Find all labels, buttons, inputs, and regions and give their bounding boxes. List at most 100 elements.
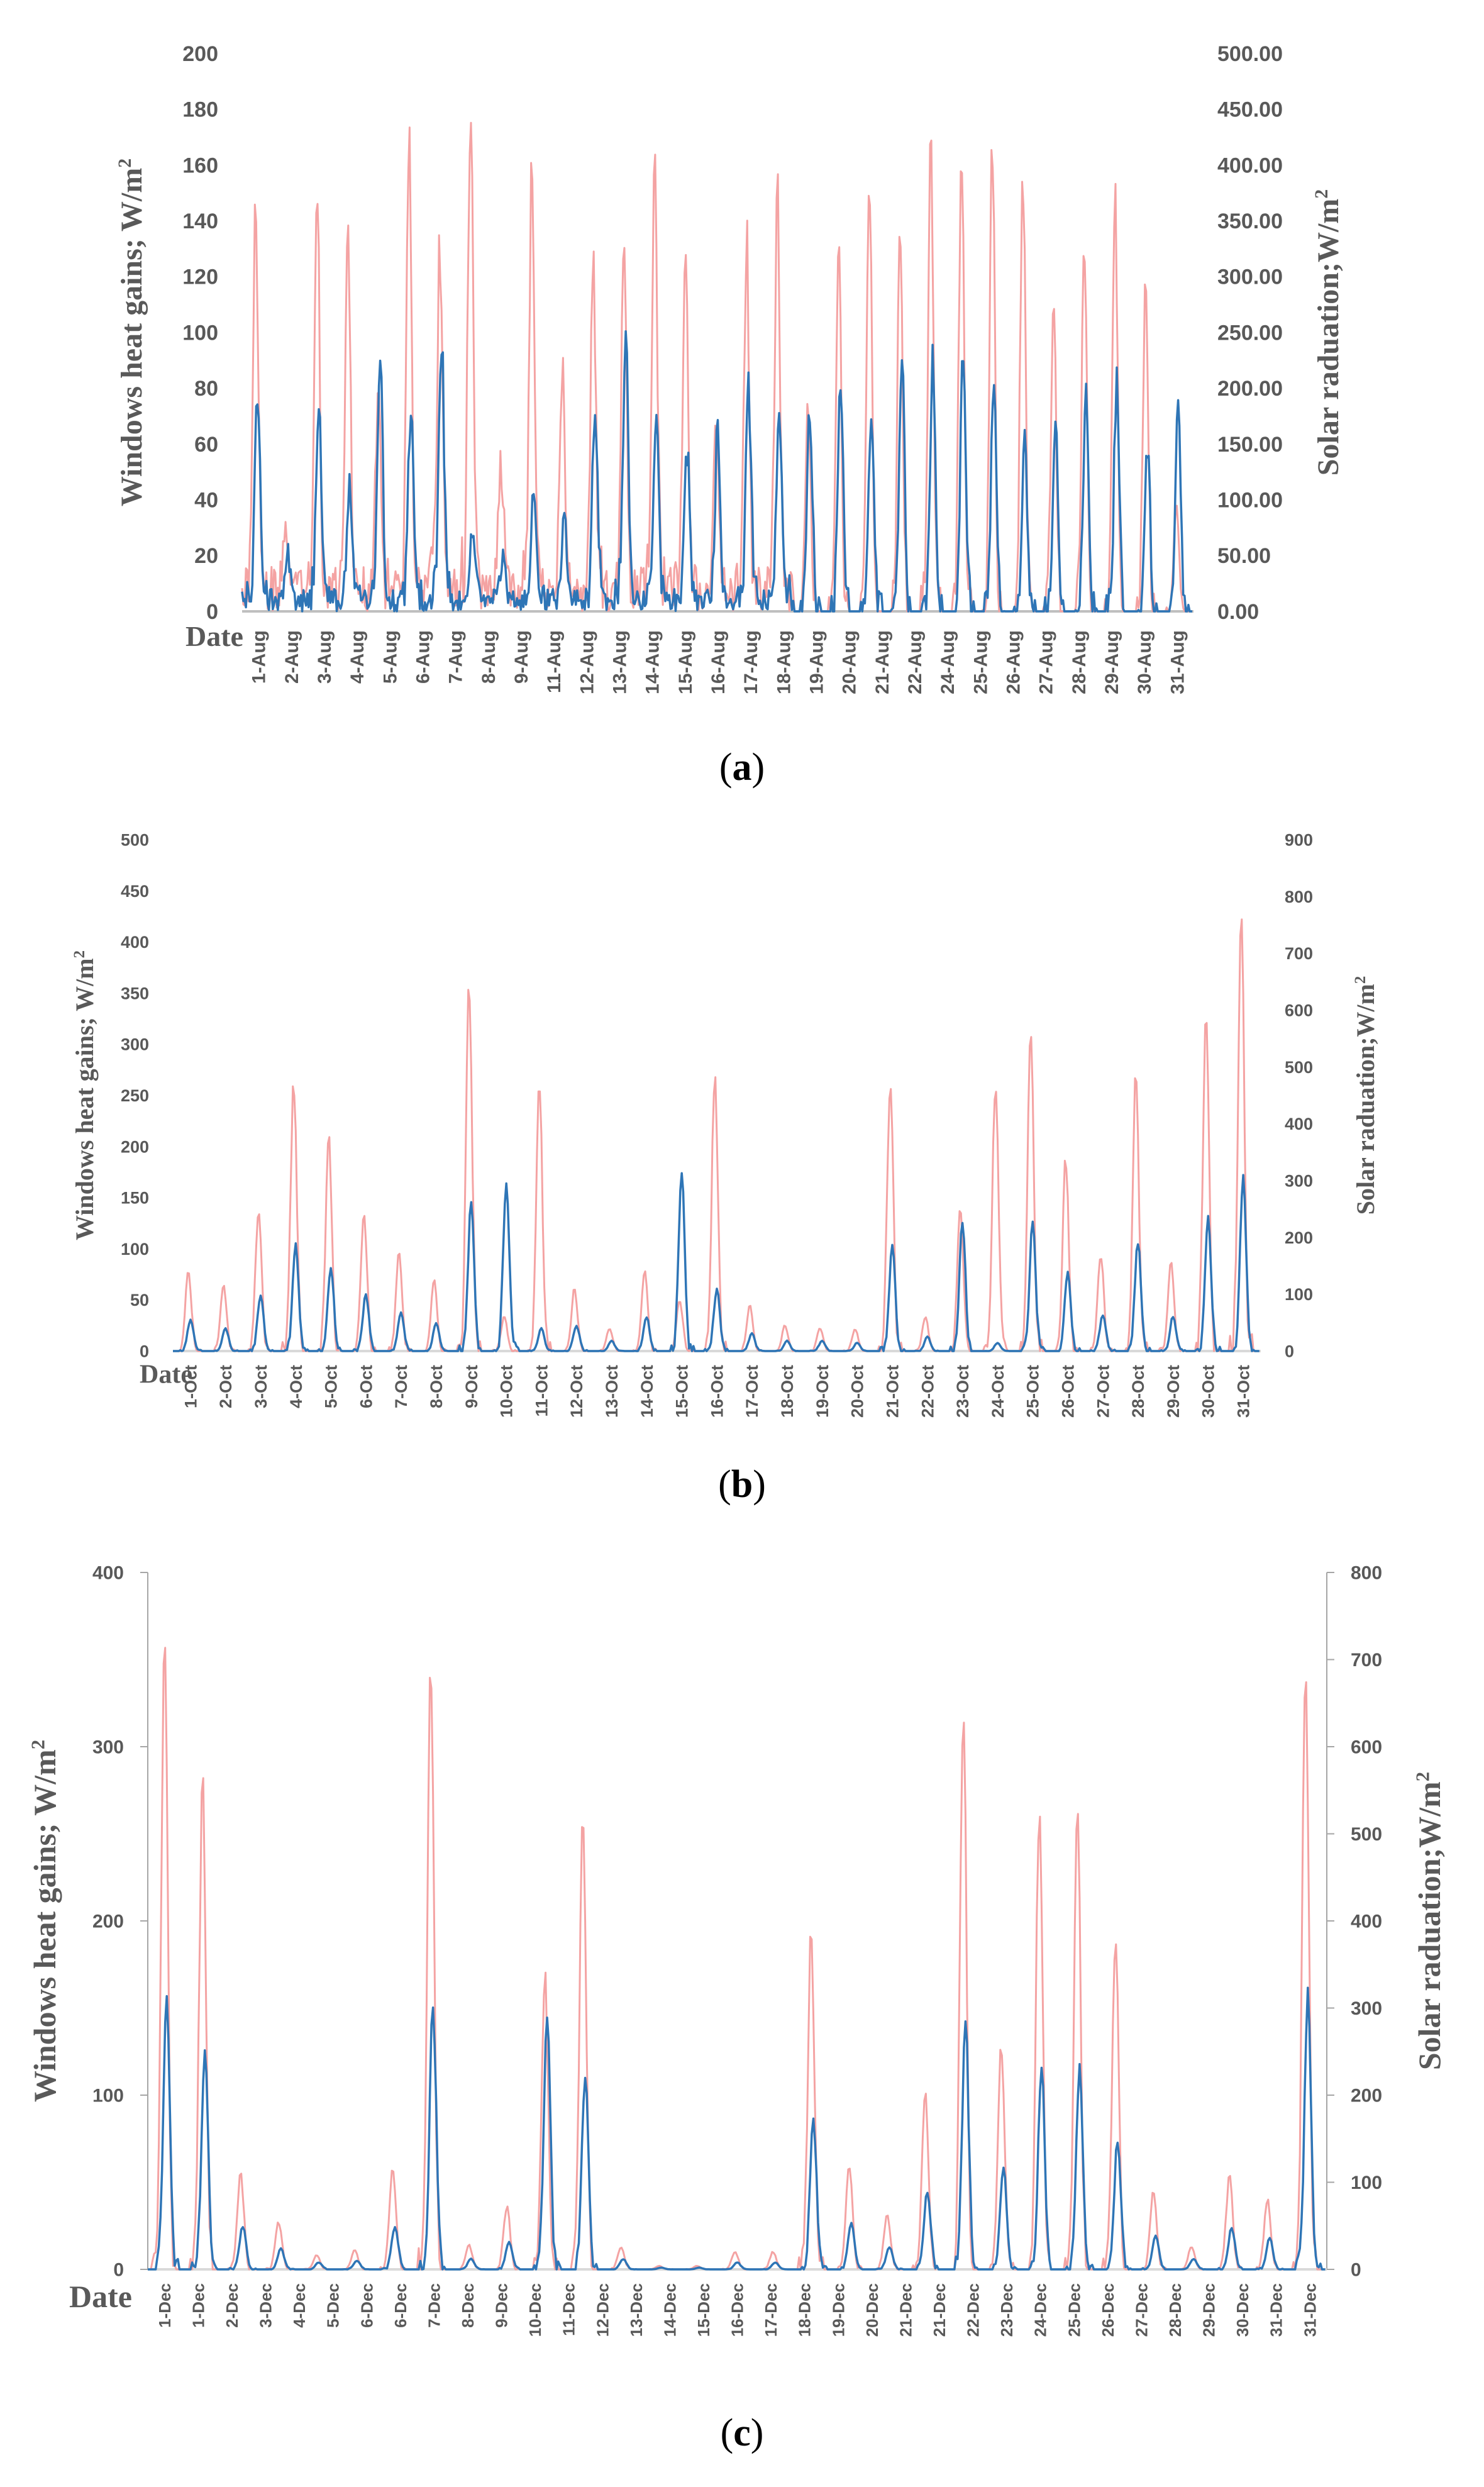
left-tick-label: 100: [121, 1240, 149, 1259]
x-tick-label: 28-Dec: [1166, 2283, 1185, 2337]
left-tick-label: 300: [92, 1737, 124, 1758]
right-tick-label: 300: [1351, 1998, 1382, 2019]
x-tick-label: 7-Aug: [446, 630, 467, 684]
x-tick-label: 19-Dec: [829, 2283, 848, 2337]
x-tick-label: 20-Oct: [848, 1365, 867, 1418]
x-tick-label: 1-Aug: [249, 630, 270, 684]
right-tick-label: 900: [1285, 830, 1313, 849]
right-tick-label: 800: [1285, 887, 1313, 906]
x-tick-label: 13-Dec: [627, 2283, 646, 2337]
x-tick-label: 25-Dec: [1065, 2283, 1083, 2337]
x-tick-label: 31-Dec: [1300, 2283, 1319, 2337]
right-tick-label: 150.00: [1217, 433, 1283, 457]
right-tick-label: 100: [1285, 1285, 1313, 1304]
right-tick-label: 450.00: [1217, 98, 1283, 122]
x-tick-label: 16-Oct: [707, 1365, 726, 1418]
panel-caption: (c): [721, 2412, 764, 2454]
right-tick-label: 700: [1351, 1650, 1382, 1671]
left-tick-label: 200: [121, 1137, 149, 1156]
x-tick-label: 25-Aug: [970, 630, 991, 694]
chart-panel-a: 0 20 40 60 80 100 120 140 160 180 200 0.00 50.00 100.…: [114, 42, 1345, 789]
left-tick-label: 400: [121, 933, 149, 952]
right-tick-label: 300.00: [1217, 265, 1283, 289]
x-tick-label: 14-Dec: [660, 2283, 679, 2337]
left-tick-label: 140: [182, 209, 218, 233]
left-tick-label: 450: [121, 882, 149, 901]
x-tick-label: 4-Aug: [347, 630, 368, 684]
x-tick-label: 26-Oct: [1059, 1365, 1078, 1418]
x-tick-label: 14-Aug: [643, 630, 663, 694]
x-tick-label: 31-Oct: [1234, 1365, 1253, 1418]
x-tick-label: 2-Aug: [282, 630, 302, 684]
right-tick-label: 400: [1351, 1911, 1382, 1932]
x-tick-label: 11-Dec: [560, 2283, 579, 2336]
x-tick-label: 22-Oct: [918, 1365, 937, 1418]
x-tick-label: 3-Aug: [314, 630, 335, 684]
x-tick-label: 12-Oct: [567, 1365, 586, 1418]
right-tick-label: 500: [1285, 1058, 1313, 1077]
right-tick-label: 600: [1351, 1737, 1382, 1758]
x-tick-label: 18-Aug: [773, 630, 794, 694]
left-tick-label: 80: [194, 377, 218, 401]
right-axis-title: Solar raduation;W/m2: [1311, 189, 1345, 476]
x-tick-label: 29-Oct: [1164, 1365, 1183, 1418]
x-tick-label: 20-Aug: [839, 630, 860, 694]
x-tick-label: 5-Aug: [380, 630, 401, 684]
x-tick-label: 27-Aug: [1036, 630, 1057, 694]
left-tick-label: 100: [92, 2086, 124, 2106]
x-tick-label: 27-Dec: [1132, 2283, 1151, 2337]
right-tick-label: 0: [1285, 1342, 1294, 1360]
left-tick-label: 0: [113, 2260, 124, 2281]
left-axis-title: Windows heat gains; W/m2: [70, 950, 99, 1240]
x-tick-label: 3-Dec: [257, 2283, 275, 2328]
right-tick-label: 0.00: [1217, 600, 1259, 624]
right-tick-label: 100: [1351, 2173, 1382, 2193]
right-tick-label: 100.00: [1217, 489, 1283, 513]
x-tick-label: 13-Oct: [602, 1365, 621, 1418]
right-tick-label: 400: [1285, 1115, 1313, 1133]
x-tick-label: 7-Dec: [424, 2283, 443, 2328]
x-tick-label: 26-Dec: [1099, 2283, 1117, 2337]
x-tick-label: 14-Oct: [638, 1365, 656, 1418]
x-tick-label: 24-Aug: [938, 630, 958, 694]
x-tick-label: 13-Aug: [609, 630, 630, 694]
x-tick-label: 9-Aug: [511, 630, 532, 684]
x-tick-label: 27-Oct: [1094, 1365, 1112, 1418]
right-tick-label: 200.00: [1217, 377, 1283, 401]
x-tick-label: 16-Dec: [728, 2283, 747, 2337]
x-tick-label: 6-Dec: [391, 2283, 410, 2328]
left-tick-label: 120: [182, 265, 218, 289]
left-tick-label: 160: [182, 153, 218, 177]
right-tick-label: 200: [1285, 1228, 1313, 1247]
x-tick-label: 25-Oct: [1024, 1365, 1043, 1418]
x-tick-label: 23-Oct: [953, 1365, 972, 1418]
solar-radiation-line: [148, 1647, 1326, 2271]
x-tick-label: 26-Aug: [1004, 630, 1024, 694]
x-tick-label: 15-Oct: [673, 1365, 692, 1418]
right-tick-label: 300: [1285, 1171, 1313, 1190]
x-tick-label: 17-Oct: [743, 1365, 761, 1418]
x-tick-label: 7-Oct: [392, 1365, 411, 1408]
x-tick-label: 12-Aug: [577, 630, 597, 694]
heat-gains-line: [148, 1986, 1326, 2271]
left-tick-label: 200: [92, 1911, 124, 1932]
x-axis-title: Date: [186, 620, 243, 652]
x-tick-label: 3-Oct: [252, 1365, 270, 1408]
heat-gains-line: [173, 1172, 1260, 1352]
heat-gains-line: [241, 330, 1192, 613]
x-tick-label: 19-Oct: [813, 1365, 832, 1418]
right-axis-title: Solar raduation;W/m2: [1412, 1772, 1448, 2070]
panel-caption: (a): [719, 746, 765, 789]
left-tick-label: 180: [182, 98, 218, 122]
right-tick-label: 350.00: [1217, 209, 1283, 233]
left-tick-label: 100: [182, 321, 218, 345]
x-tick-label: 30-Aug: [1134, 630, 1155, 694]
left-tick-label: 40: [194, 489, 218, 513]
x-tick-label: 1-Dec: [155, 2283, 174, 2328]
x-tick-label: 22-Aug: [905, 630, 926, 694]
x-tick-label: 1-Dec: [189, 2283, 208, 2328]
x-tick-label: 4-Oct: [287, 1365, 306, 1408]
x-tick-label: 2-Oct: [216, 1365, 235, 1408]
x-tick-label: 21-Oct: [883, 1365, 902, 1418]
x-tick-label: 4-Dec: [290, 2283, 309, 2328]
